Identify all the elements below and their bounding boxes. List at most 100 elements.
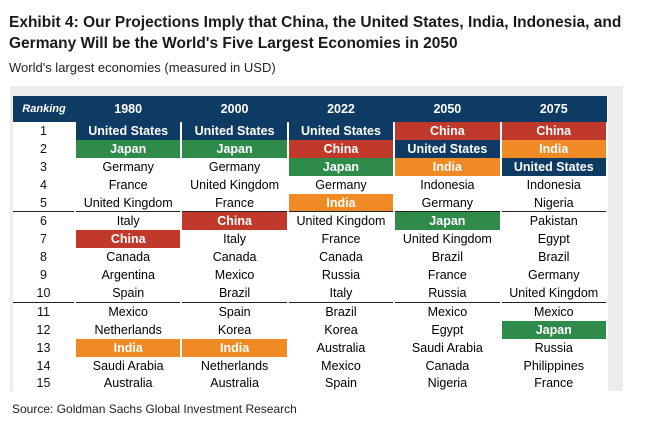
country-cell: Mexico: [181, 266, 289, 285]
rank-number: 5: [13, 193, 76, 212]
country-cell: Saudi Arabia: [75, 356, 183, 375]
country-cell: Japan: [500, 320, 608, 339]
ranking-table: Ranking 1980 2000 2022 2050 2075 1 United…: [13, 96, 608, 393]
country-cell: Brazil: [500, 248, 608, 267]
country-cell: Russia: [500, 338, 608, 357]
table-row: 12 Netherlands Korea Korea Egypt Japan: [13, 320, 608, 339]
table-row: 8 Canada Canada Canada Brazil Brazil: [13, 248, 608, 267]
table-row: 13 India India Australia Saudi Arabia Russia: [13, 338, 608, 357]
country-cell: Spain: [75, 284, 183, 303]
country-cell: France: [500, 374, 608, 393]
rank-number: 12: [13, 320, 76, 339]
country-cell: Nigeria: [500, 193, 608, 212]
country-cell: United States: [394, 139, 502, 158]
country-cell: Indonesia: [394, 175, 502, 194]
country-cell: Netherlands: [75, 320, 183, 339]
source-note: Source: Goldman Sachs Global Investment …: [12, 402, 297, 416]
exhibit-subtitle: World's largest economies (measured in U…: [9, 60, 276, 75]
country-cell: Russia: [394, 284, 502, 303]
rank-number: 3: [13, 157, 76, 176]
country-cell: Germany: [75, 157, 183, 176]
country-cell: China: [181, 211, 289, 231]
country-cell: Australia: [287, 338, 396, 357]
country-cell: Italy: [287, 284, 396, 303]
country-cell: Australia: [75, 374, 183, 393]
table-row: 1 United States United States United States…: [13, 122, 608, 140]
country-cell: Germany: [287, 175, 396, 194]
country-cell: India: [75, 338, 183, 357]
column-header-2050: 2050: [394, 96, 501, 122]
country-cell: Germany: [181, 157, 289, 176]
country-cell: India: [394, 157, 502, 176]
country-cell: China: [287, 139, 396, 158]
country-cell: Netherlands: [181, 356, 289, 375]
country-cell: Canada: [75, 248, 183, 267]
column-header-2075: 2075: [500, 96, 607, 122]
country-cell: Canada: [394, 356, 502, 375]
country-cell: Germany: [394, 193, 502, 212]
country-cell: Philippines: [500, 356, 608, 375]
country-cell: Brazil: [287, 301, 396, 321]
country-cell: Japan: [394, 211, 502, 231]
country-cell: Egypt: [394, 320, 502, 339]
country-cell: Mexico: [75, 301, 183, 321]
country-cell: Mexico: [394, 301, 502, 321]
country-cell: Egypt: [500, 230, 608, 249]
table-row: 15 Australia Australia Spain Nigeria France: [13, 374, 608, 393]
country-cell: China: [394, 122, 502, 140]
column-header-1980: 1980: [75, 96, 182, 122]
country-cell: France: [181, 193, 289, 212]
rank-number: 1: [13, 122, 76, 140]
rank-number: 6: [13, 211, 76, 231]
country-cell: United States: [181, 122, 289, 140]
country-cell: United States: [287, 122, 396, 140]
country-cell: India: [287, 193, 396, 212]
table-row: 3 Germany Germany Japan India United States: [13, 157, 608, 176]
country-cell: Nigeria: [394, 374, 502, 393]
table-row: 2 Japan Japan China United States India: [13, 139, 608, 158]
country-cell: Japan: [75, 139, 183, 158]
header-row: Ranking 1980 2000 2022 2050 2075: [13, 96, 607, 122]
country-cell: India: [181, 338, 289, 357]
rank-number: 4: [13, 175, 76, 194]
table-row: 10 Spain Brazil Italy Russia United Kingdom: [13, 284, 608, 303]
country-cell: Japan: [181, 139, 289, 158]
ranking-header: Ranking: [13, 96, 75, 122]
country-cell: Brazil: [394, 248, 502, 267]
country-cell: Japan: [287, 157, 396, 176]
ranking-body: 1 United States United States United States…: [13, 122, 608, 393]
country-cell: India: [500, 139, 608, 158]
country-cell: United Kingdom: [181, 175, 289, 194]
country-cell: Spain: [181, 301, 289, 321]
table-row: 11 Mexico Spain Brazil Mexico Mexico: [13, 301, 608, 321]
rank-number: 10: [13, 284, 76, 303]
table-row: 5 United Kingdom France India Germany Nigeria: [13, 193, 608, 212]
column-header-2022: 2022: [287, 96, 395, 122]
country-cell: Italy: [181, 230, 289, 249]
country-cell: China: [75, 230, 183, 249]
country-cell: United Kingdom: [394, 230, 502, 249]
country-cell: Indonesia: [500, 175, 608, 194]
country-cell: Argentina: [75, 266, 183, 285]
rank-number: 2: [13, 139, 76, 158]
rank-number: 7: [13, 230, 76, 249]
country-cell: Russia: [287, 266, 396, 285]
country-cell: Saudi Arabia: [394, 338, 502, 357]
country-cell: Germany: [500, 266, 608, 285]
rank-number: 15: [13, 374, 76, 393]
table-row: 9 Argentina Mexico Russia France Germany: [13, 266, 608, 285]
country-cell: United States: [500, 157, 608, 176]
table-row: 6 Italy China United Kingdom Japan Pakistan: [13, 211, 608, 231]
country-cell: France: [394, 266, 502, 285]
country-cell: Spain: [287, 374, 396, 393]
country-cell: Canada: [287, 248, 396, 267]
table-row: 7 China Italy France United Kingdom Egypt: [13, 230, 608, 249]
country-cell: France: [287, 230, 396, 249]
country-cell: Korea: [181, 320, 289, 339]
rank-number: 9: [13, 266, 76, 285]
country-cell: Italy: [75, 211, 183, 231]
column-header-2000: 2000: [181, 96, 288, 122]
country-cell: Australia: [181, 374, 289, 393]
country-cell: United Kingdom: [75, 193, 183, 212]
rank-number: 13: [13, 338, 76, 357]
